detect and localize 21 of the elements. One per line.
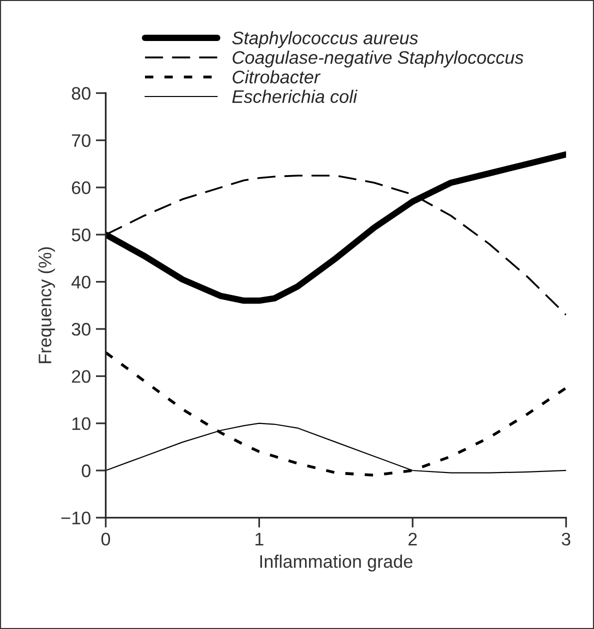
legend-label: Citrobacter	[232, 70, 321, 84]
x-axis-title: Inflammation grade	[260, 554, 412, 572]
legend-label: Escherichia coli	[232, 90, 358, 103]
y-tick-label: 20	[72, 370, 90, 383]
y-tick-label: 80	[72, 87, 90, 100]
y-tick-label: 10	[72, 417, 90, 430]
y-tick-label: 40	[71, 276, 90, 289]
y-tick-label: −10	[61, 512, 90, 524]
legend-label: Coagulase-negative Staphylococcus	[232, 50, 524, 68]
y-axis-title: Frequency (%)	[38, 247, 55, 364]
y-tick-label: 0	[82, 464, 90, 478]
x-tick-label: 1	[256, 532, 264, 546]
y-tick-label: 60	[72, 181, 90, 194]
y-tick-label: 50	[72, 228, 90, 242]
x-tick-label: 2	[408, 532, 417, 546]
x-tick-label: 0	[101, 532, 110, 546]
legend-label: Staphylococcus aureus	[232, 31, 418, 48]
y-tick-label: 30	[72, 322, 90, 336]
x-tick-label: 3	[562, 532, 570, 546]
y-tick-label: 70	[72, 134, 90, 147]
line-series	[106, 351, 566, 477]
